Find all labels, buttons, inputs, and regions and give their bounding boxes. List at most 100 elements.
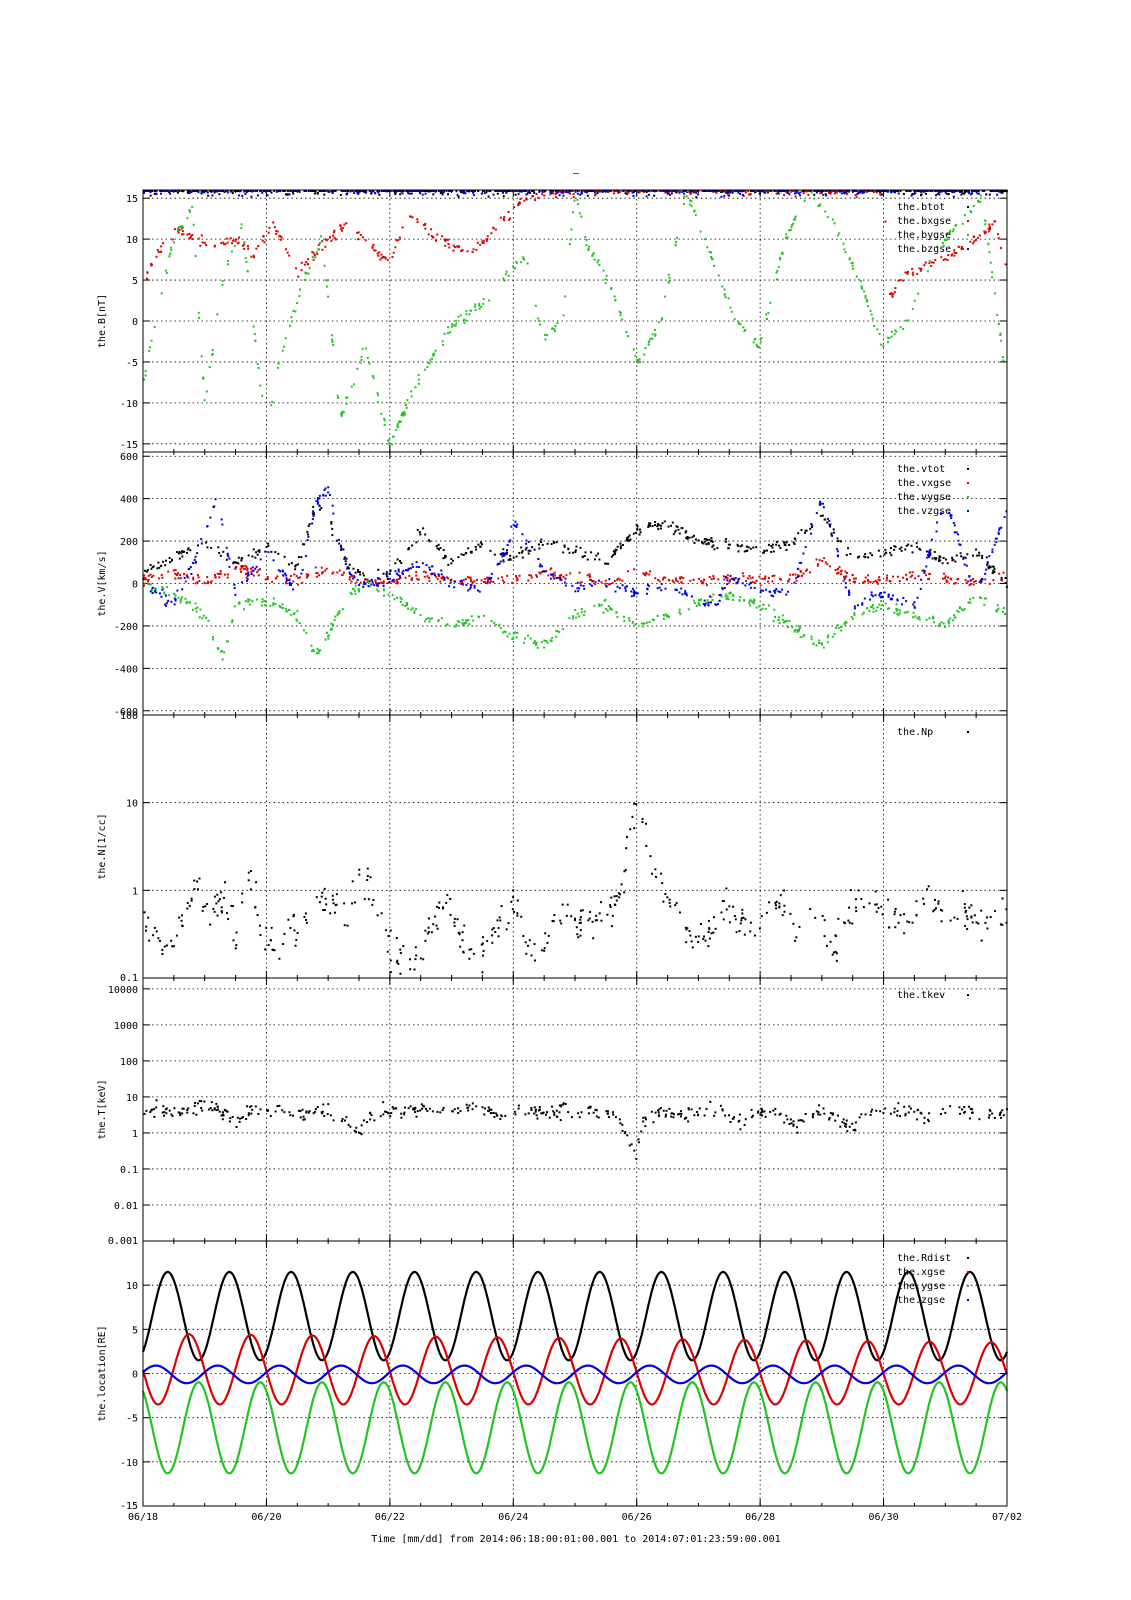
data-point: [288, 579, 291, 582]
data-point: [848, 592, 851, 595]
data-point: [377, 568, 380, 571]
data-point: [564, 577, 567, 580]
data-point: [180, 226, 183, 229]
data-point: [357, 570, 360, 573]
data-point: [531, 546, 534, 549]
data-point: [421, 193, 424, 196]
data-point: [952, 228, 955, 231]
data-point: [191, 608, 194, 611]
data-point: [573, 919, 576, 922]
data-point: [142, 190, 145, 192]
data-point: [310, 644, 313, 647]
data-point: [395, 428, 398, 431]
data-point: [175, 934, 178, 937]
data-point: [718, 599, 721, 602]
data-point: [734, 918, 737, 921]
data-point: [978, 551, 981, 554]
data-point: [181, 1112, 184, 1115]
data-point: [174, 569, 177, 572]
data-point: [413, 968, 416, 971]
data-point: [497, 927, 500, 930]
data-point: [275, 232, 278, 235]
data-point: [404, 604, 407, 607]
data-point: [201, 241, 204, 244]
data-point: [455, 190, 458, 193]
data-point: [779, 256, 782, 259]
data-point: [765, 317, 768, 320]
data-point: [521, 190, 524, 192]
data-point: [491, 934, 494, 937]
data-point: [879, 191, 882, 194]
data-point: [448, 190, 451, 192]
data-point: [868, 902, 871, 905]
legend-entry: the.bzgse: [897, 244, 951, 255]
data-point: [540, 565, 543, 568]
data-point: [838, 232, 841, 235]
data-point: [783, 193, 786, 196]
data-point: [399, 193, 402, 196]
data-point: [563, 545, 566, 548]
data-point: [752, 601, 755, 604]
data-point: [521, 533, 524, 536]
data-point: [836, 537, 839, 540]
data-point: [852, 580, 855, 583]
data-point: [343, 556, 346, 559]
data-point: [604, 282, 607, 285]
data-point: [779, 591, 782, 594]
data-point: [229, 190, 232, 193]
data-point: [422, 958, 425, 961]
data-point: [913, 601, 916, 604]
data-point: [576, 198, 579, 201]
y-tick-label: 0: [132, 317, 138, 328]
data-point: [546, 641, 549, 644]
data-point: [905, 600, 908, 603]
data-point: [234, 593, 237, 596]
data-point: [977, 922, 980, 925]
data-point: [966, 190, 969, 193]
data-point: [527, 549, 530, 552]
data-point: [714, 190, 717, 192]
data-point: [645, 621, 648, 624]
data-point: [537, 543, 540, 546]
data-point: [773, 589, 776, 592]
data-point: [376, 252, 379, 255]
data-point: [678, 1112, 681, 1115]
data-point: [403, 411, 406, 414]
data-point: [871, 317, 874, 320]
data-point: [957, 190, 960, 192]
data-point: [184, 580, 187, 583]
data-point: [843, 190, 846, 192]
data-point: [542, 570, 545, 573]
data-point: [340, 548, 343, 551]
data-point: [469, 583, 472, 586]
data-point: [743, 933, 746, 936]
data-point: [873, 190, 876, 192]
data-point: [231, 621, 234, 624]
data-point: [714, 927, 717, 930]
data-point: [247, 573, 250, 576]
data-point: [382, 255, 385, 258]
data-point: [358, 868, 361, 871]
data-point: [896, 1109, 899, 1112]
data-point: [494, 931, 497, 934]
data-point: [558, 194, 561, 197]
data-point: [233, 245, 236, 248]
data-point: [392, 435, 395, 438]
data-point: [382, 589, 385, 592]
y-tick-label: 15: [126, 194, 138, 205]
data-point: [987, 566, 990, 569]
data-point: [842, 579, 845, 582]
data-point: [419, 614, 422, 617]
data-point: [596, 192, 599, 195]
data-point: [661, 318, 664, 321]
data-point: [493, 553, 496, 556]
data-point: [505, 551, 508, 554]
data-point: [1002, 359, 1005, 362]
data-point: [456, 620, 459, 623]
data-point: [240, 581, 243, 584]
data-point: [244, 564, 247, 567]
data-point: [290, 316, 293, 319]
data-point: [258, 924, 261, 927]
data-point: [196, 880, 199, 883]
data-point: [726, 577, 729, 580]
